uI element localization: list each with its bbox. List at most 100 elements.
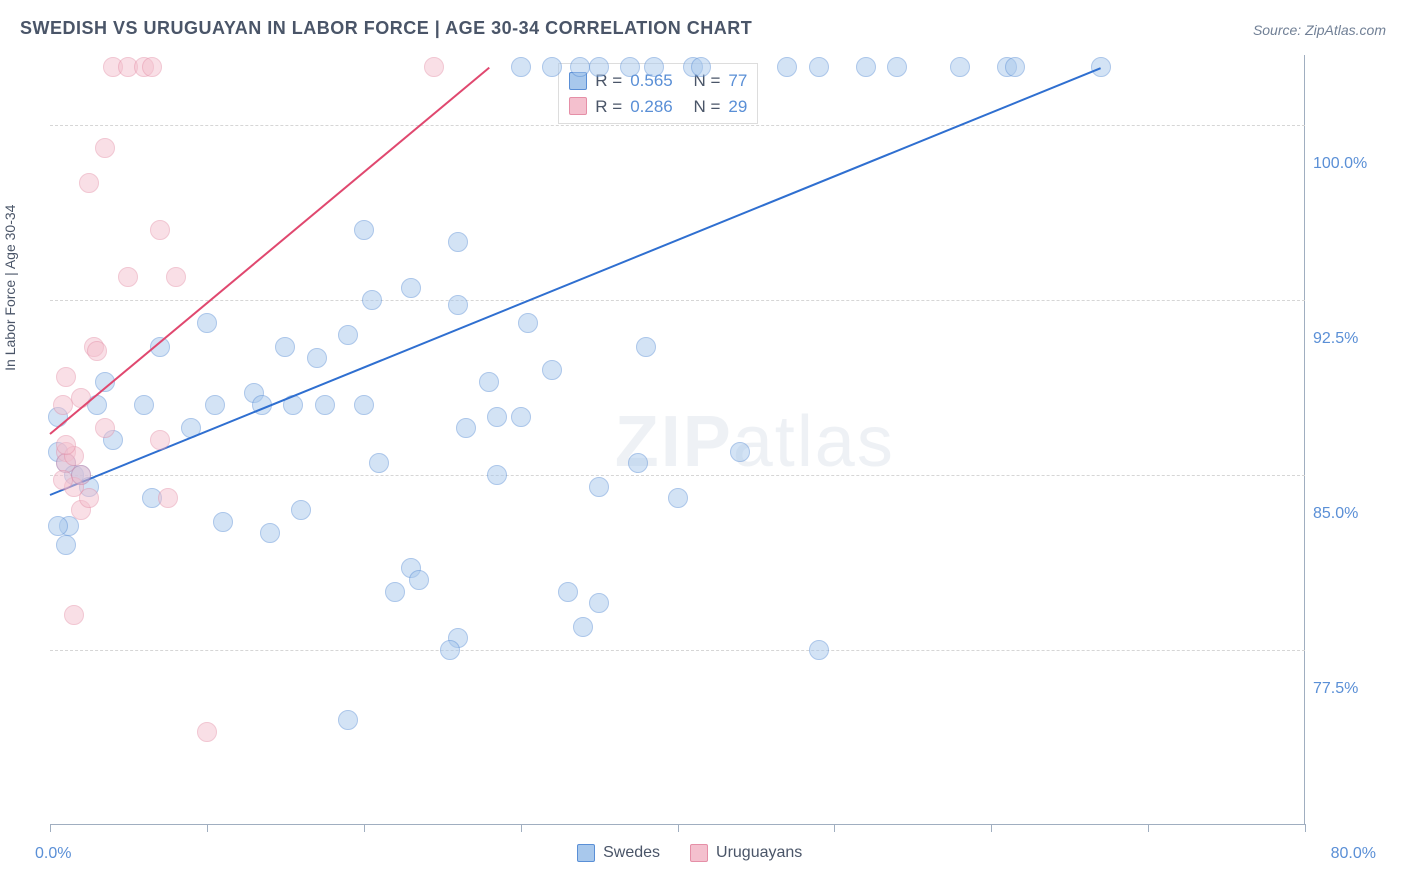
scatter-point (644, 57, 664, 77)
x-tick (834, 824, 835, 832)
scatter-point (197, 313, 217, 333)
scatter-point (668, 488, 688, 508)
gridline-h (50, 475, 1305, 476)
scatter-point (87, 341, 107, 361)
scatter-point (511, 407, 531, 427)
x-tick (1148, 824, 1149, 832)
scatter-point (158, 488, 178, 508)
scatter-point (64, 605, 84, 625)
scatter-point (48, 516, 68, 536)
scatter-point (385, 582, 405, 602)
stats-row-uruguayans: R = 0.286 N = 29 (569, 94, 747, 120)
scatter-point (456, 418, 476, 438)
bottom-legend: Swedes Uruguayans (577, 844, 802, 862)
scatter-point (260, 523, 280, 543)
scatter-point (79, 488, 99, 508)
scatter-point (1091, 57, 1111, 77)
scatter-point (809, 640, 829, 660)
scatter-point (213, 512, 233, 532)
scatter-point (291, 500, 311, 520)
scatter-point (479, 372, 499, 392)
legend-item-uruguayans: Uruguayans (690, 844, 802, 862)
scatter-point (150, 220, 170, 240)
y-tick-label: 100.0% (1313, 155, 1393, 173)
scatter-point (487, 407, 507, 427)
source-label: Source: ZipAtlas.com (1253, 22, 1386, 38)
uruguayans-color-swatch (690, 844, 708, 862)
scatter-point (628, 453, 648, 473)
y-tick-label: 77.5% (1313, 680, 1393, 698)
scatter-point (95, 418, 115, 438)
scatter-point (573, 617, 593, 637)
scatter-point (589, 477, 609, 497)
scatter-point (275, 337, 295, 357)
scatter-point (56, 535, 76, 555)
chart-title: SWEDISH VS URUGUAYAN IN LABOR FORCE | AG… (20, 18, 752, 39)
scatter-point (53, 395, 73, 415)
scatter-point (354, 220, 374, 240)
legend-item-swedes: Swedes (577, 844, 660, 862)
x-tick (207, 824, 208, 832)
scatter-point (197, 722, 217, 742)
scatter-point (142, 57, 162, 77)
y-tick-label: 85.0% (1313, 505, 1393, 523)
x-tick (991, 824, 992, 832)
scatter-point (809, 57, 829, 77)
scatter-point (558, 582, 578, 602)
scatter-point (56, 367, 76, 387)
x-tick (364, 824, 365, 832)
scatter-point (518, 313, 538, 333)
scatter-point (71, 465, 91, 485)
y-tick-label: 92.5% (1313, 330, 1393, 348)
scatter-point (205, 395, 225, 415)
scatter-point (53, 470, 73, 490)
scatter-point (79, 173, 99, 193)
x-tick (1305, 824, 1306, 832)
x-tick (678, 824, 679, 832)
scatter-point (150, 430, 170, 450)
scatter-point (95, 138, 115, 158)
scatter-point (448, 232, 468, 252)
x-tick-label-min: 0.0% (35, 845, 71, 863)
watermark: ZIPatlas (615, 401, 895, 483)
gridline-h (50, 650, 1305, 651)
scatter-point (354, 395, 374, 415)
scatter-point (856, 57, 876, 77)
scatter-point (589, 57, 609, 77)
watermark-part-b: atlas (733, 402, 895, 482)
scatter-point (118, 267, 138, 287)
plot-area: ZIPatlas R = 0.565 N = 77 R = 0.286 N = … (50, 55, 1305, 825)
scatter-point (487, 465, 507, 485)
uruguayans-n-value: 29 (728, 94, 747, 120)
scatter-point (589, 593, 609, 613)
axis-right-border (1304, 55, 1305, 824)
scatter-point (570, 57, 590, 77)
r-label: R = (595, 94, 622, 120)
scatter-point (338, 325, 358, 345)
x-tick (521, 824, 522, 832)
scatter-point (887, 57, 907, 77)
scatter-point (315, 395, 335, 415)
trend-line (49, 67, 490, 435)
scatter-point (691, 57, 711, 77)
scatter-point (166, 267, 186, 287)
scatter-point (134, 395, 154, 415)
x-tick (50, 824, 51, 832)
scatter-point (777, 57, 797, 77)
uruguayans-r-value: 0.286 (630, 94, 673, 120)
uruguayans-color-swatch (569, 97, 587, 115)
scatter-point (542, 360, 562, 380)
scatter-point (56, 435, 76, 455)
scatter-point (338, 710, 358, 730)
scatter-point (369, 453, 389, 473)
scatter-point (542, 57, 562, 77)
scatter-point (636, 337, 656, 357)
scatter-point (730, 442, 750, 462)
scatter-point (307, 348, 327, 368)
n-label: N = (693, 94, 720, 120)
legend-swedes-label: Swedes (603, 844, 660, 862)
scatter-point (362, 290, 382, 310)
scatter-point (440, 640, 460, 660)
trend-line (50, 67, 1102, 496)
scatter-point (511, 57, 531, 77)
